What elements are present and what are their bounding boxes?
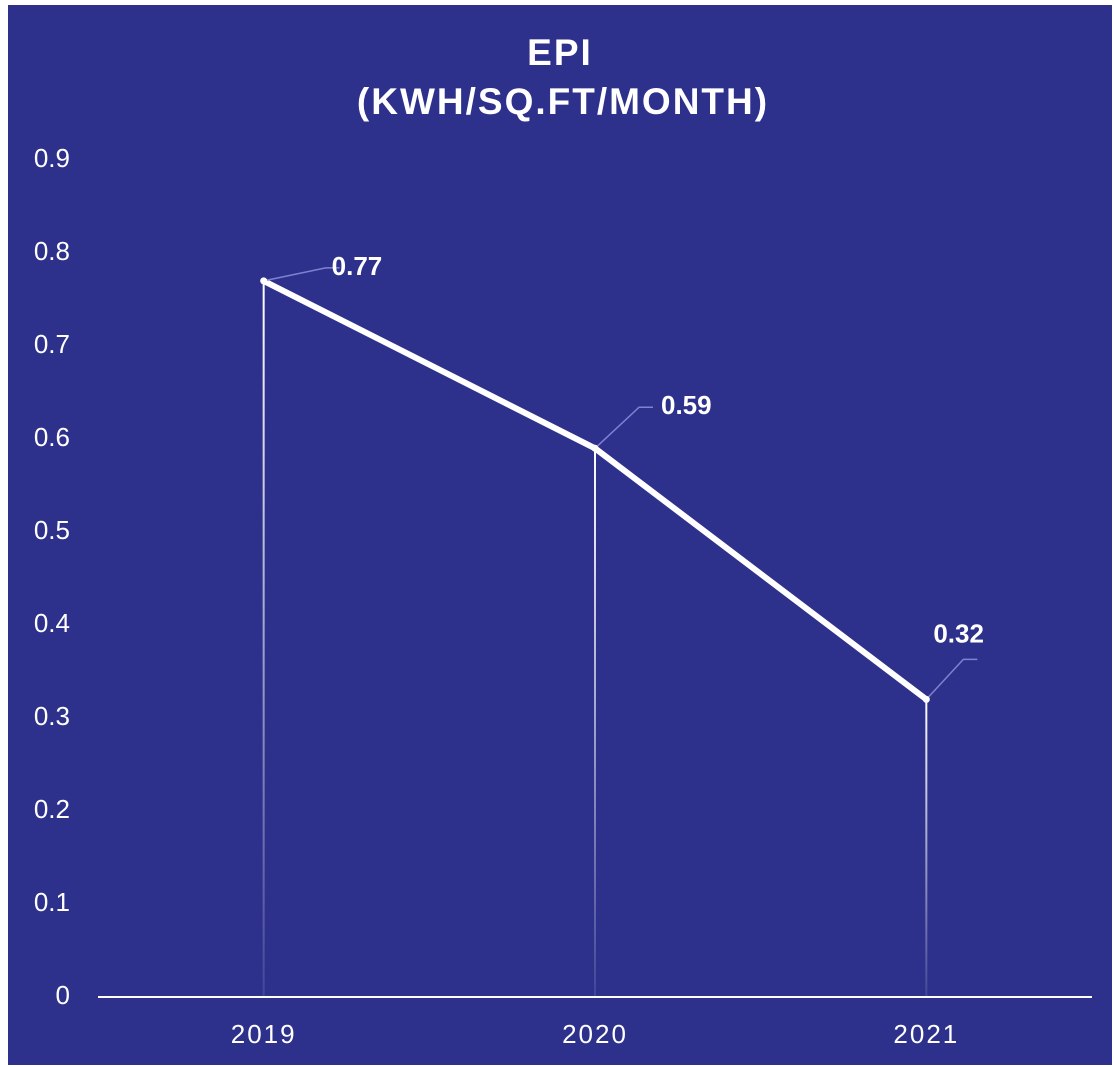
data-label: 0.32 (933, 618, 984, 648)
y-tick-label: 0.8 (34, 236, 70, 266)
y-tick-label: 0.4 (34, 608, 70, 638)
marker (922, 695, 930, 703)
y-tick-label: 0.9 (34, 143, 70, 173)
chart-title: EPI (527, 32, 593, 73)
leader-line (263, 267, 340, 282)
x-tick-label: 2021 (893, 1019, 959, 1049)
marker (591, 444, 599, 452)
y-tick-label: 0 (56, 980, 70, 1010)
background (8, 5, 1112, 1065)
leader-line (594, 406, 653, 449)
y-tick-label: 0.5 (34, 515, 70, 545)
drop-line (925, 699, 928, 997)
marker (260, 277, 268, 285)
drop-line (594, 448, 596, 997)
y-tick-label: 0.7 (34, 329, 70, 359)
chart-title: (KWH/SQ.FT/MONTH) (357, 81, 769, 122)
y-tick-label: 0.1 (34, 887, 70, 917)
y-tick-label: 0.6 (34, 422, 70, 452)
x-tick-label: 2019 (231, 1019, 297, 1049)
x-tick-label: 2020 (562, 1019, 628, 1049)
leader-line (925, 658, 978, 700)
y-tick-label: 0.2 (34, 794, 70, 824)
y-tick-label: 0.3 (34, 701, 70, 731)
data-label: 0.77 (332, 251, 383, 281)
drop-line (262, 280, 265, 997)
data-label: 0.59 (661, 390, 712, 420)
